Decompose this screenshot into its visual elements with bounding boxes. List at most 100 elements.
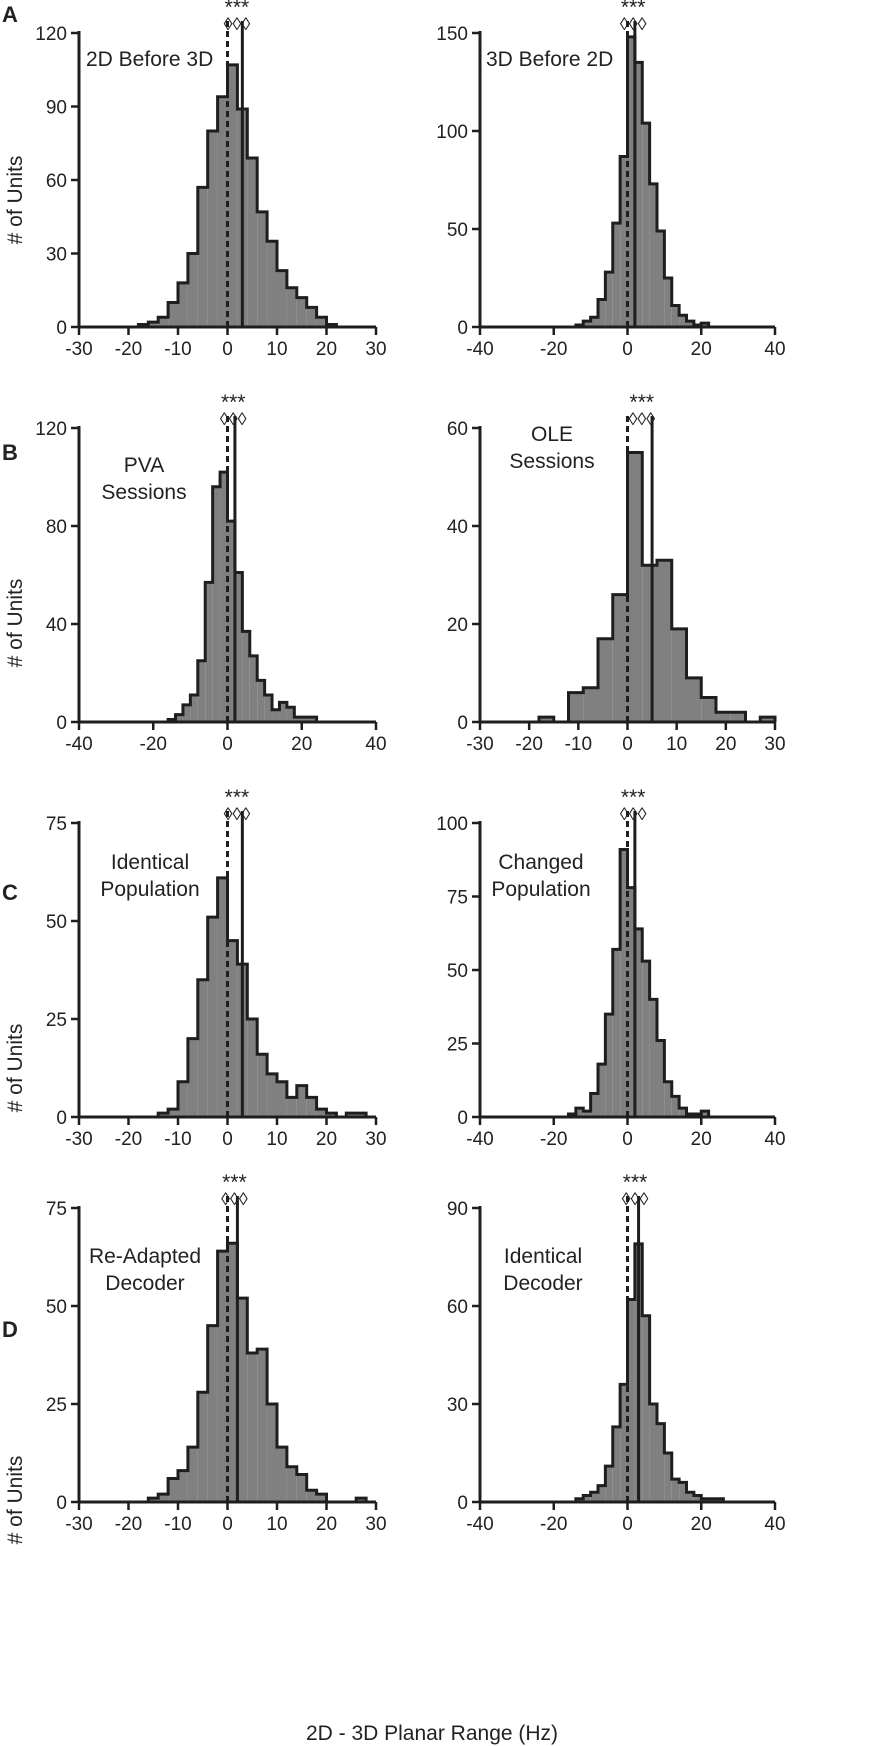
y-tick-label: 50 [46,1297,67,1318]
histogram-bar [207,917,218,1117]
histogram-bar [664,1453,672,1502]
y-tick-label: 75 [447,888,468,909]
histogram-bar [294,717,302,722]
histogram-bar [178,1470,188,1502]
y-tick-label: 120 [35,419,67,440]
significance-stars: *** [623,1171,648,1194]
histogram-bar [227,1243,238,1502]
y-tick-label: 50 [447,220,468,241]
y-tick-label: 60 [46,171,67,192]
panel-annotation: 3D Before 2D [486,48,613,71]
x-tick-label: -10 [164,339,191,360]
histogram-bar [679,1482,687,1502]
y-tick-label: 120 [35,24,67,45]
histogram-bar [627,452,643,722]
histogram-bar [148,322,159,327]
histogram-bar [187,1447,198,1502]
histogram-bar [634,928,643,1117]
x-tick-label: -30 [65,339,92,360]
x-tick-label: 20 [691,1129,712,1150]
x-tick-label: 0 [222,734,233,755]
x-tick-label: 30 [365,1129,386,1150]
x-tick-label: -20 [515,734,542,755]
x-tick-label: 0 [622,1129,633,1150]
y-tick-label: 0 [56,713,67,734]
y-tick-label: 0 [56,1108,67,1129]
panel-letter-d: D [2,1317,18,1342]
histogram-bar [197,979,208,1117]
x-tick-label: -40 [466,1129,493,1150]
y-tick-label: 60 [447,419,468,440]
y-tick-label: 25 [447,1035,468,1056]
histogram-bar [671,1096,680,1117]
histogram-bar [178,1081,188,1117]
x-tick-label: 0 [222,1129,233,1150]
y-tick-label: 90 [46,98,67,119]
significance-diamonds: ◊◊◊ [220,409,247,429]
significance-stars: *** [630,391,655,414]
histogram-bar [657,230,665,327]
panel-letter-c: C [2,880,18,905]
x-tick-label: -20 [140,734,167,755]
histogram-bar [605,1014,613,1117]
x-tick-label: 20 [316,1514,337,1535]
histogram-bar [247,157,258,327]
histogram-bar [306,1097,317,1117]
panel-annotation: Changed [498,851,583,874]
panel-annotation: PVA [124,454,164,477]
histogram-bar [182,704,191,722]
panel-annotation: Sessions [509,450,594,473]
histogram-bar [686,1492,694,1502]
histogram-bar [187,253,198,327]
y-tick-label: 0 [457,1108,468,1129]
histogram-bar [326,1113,337,1117]
histogram-bar [568,692,584,722]
x-tick-label: 10 [266,1129,287,1150]
y-tick-label: 50 [447,961,468,982]
panel-annotation: Identical [504,1245,582,1268]
x-tick-label: -40 [466,339,493,360]
x-tick-label: 30 [764,734,785,755]
histogram-bar [309,717,317,722]
x-tick-label: 20 [691,339,712,360]
y-tick-label: 0 [56,318,67,339]
x-tick-label: 40 [365,734,386,755]
histogram-bar [158,1494,169,1502]
histogram-bar [267,1404,277,1502]
histogram-bar [598,1485,606,1502]
histogram-bar [657,560,672,722]
histogram-bar [760,717,775,722]
histogram-outline [480,451,777,724]
y-tick-label: 0 [457,1493,468,1514]
histogram-bar [272,709,280,722]
x-tick-label: -40 [65,734,92,755]
panel-annotation: 2D Before 3D [86,48,213,71]
histogram-bar [575,1108,584,1117]
histogram-bar [664,1081,672,1117]
histogram-bar [642,123,650,327]
chart-c-identical-population: 0 25 50 75 -30 -20 -10 0 10 20 30 ***◊◊◊ Identical Po… [46,786,387,1150]
histogram-bar [286,287,297,327]
y-tick-label: 75 [46,814,67,835]
x-tick-label: -30 [65,1129,92,1150]
histogram-bar [187,1038,198,1117]
x-tick-label: -20 [115,1129,142,1150]
histogram-bar [686,677,702,722]
y-tick-label: 20 [447,615,468,636]
histogram-bar [197,187,208,327]
x-tick-label: 20 [715,734,736,755]
y-tick-label: 50 [46,912,67,933]
histogram-outline [79,63,376,329]
significance-stars: *** [621,0,646,19]
histogram-bar [148,1498,159,1502]
histogram-bar [583,687,598,722]
chart-a-3d-before-2d: 0 50 100 150 -40 -20 0 20 40 ***◊◊◊ 3D Before 2D [436,0,785,360]
histogram-bar [168,302,178,327]
y-tick-label: 40 [447,517,468,538]
x-tick-label: 30 [365,339,386,360]
histogram-bar [212,486,221,722]
panel-annotation: Decoder [503,1272,582,1295]
x-tick-label: -20 [115,339,142,360]
histogram-bar [178,282,188,327]
histogram-bar [701,697,716,722]
